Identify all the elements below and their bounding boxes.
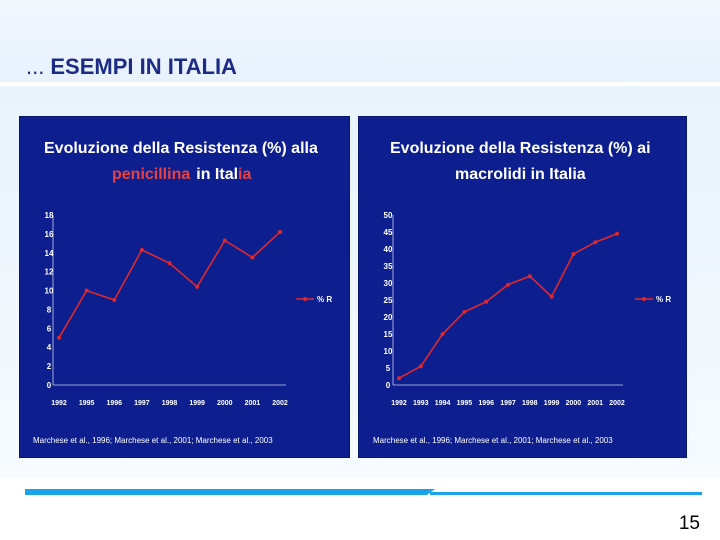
y-tick-label: 15 bbox=[384, 330, 393, 339]
chart-macrolides: Evoluzione della Resistenza (%) ai macro… bbox=[373, 140, 671, 445]
data-point bbox=[462, 309, 467, 314]
data-point bbox=[250, 255, 255, 260]
y-tick-label: 12 bbox=[45, 268, 54, 277]
y-tick-label: 4 bbox=[47, 343, 52, 352]
data-point bbox=[593, 240, 598, 245]
data-point bbox=[195, 284, 200, 289]
x-tick-label: 2001 bbox=[587, 400, 603, 407]
chart-title-line1: Evoluzione della Resistenza (%) alla bbox=[44, 140, 318, 157]
data-point bbox=[112, 298, 117, 302]
series-line-r bbox=[398, 232, 618, 379]
y-tick-label: 2 bbox=[47, 362, 52, 371]
x-tick-label: 2000 bbox=[217, 400, 233, 407]
footer-accent-line bbox=[430, 492, 702, 495]
data-point bbox=[440, 332, 445, 336]
y-tick-label: 25 bbox=[384, 296, 393, 305]
data-point bbox=[571, 252, 576, 257]
data-point bbox=[84, 288, 89, 293]
data-point bbox=[615, 231, 619, 236]
chart-penicillin: Evoluzione della Resistenza (%) alla pen… bbox=[33, 140, 332, 445]
legend-label: % R bbox=[317, 295, 332, 304]
legend-marker bbox=[642, 297, 646, 301]
x-tick-label: 1997 bbox=[134, 400, 150, 407]
chart-source: Marchese et al., 1996; Marchese et al., … bbox=[33, 436, 273, 445]
data-point bbox=[506, 282, 510, 287]
x-tick-label: 1996 bbox=[106, 400, 122, 407]
x-tick-label: 1998 bbox=[522, 400, 538, 407]
slide-title-prefix: ... bbox=[26, 54, 45, 79]
data-point bbox=[222, 238, 227, 243]
x-tick-label: 1995 bbox=[79, 400, 95, 407]
x-tick-label: 2002 bbox=[609, 400, 625, 407]
y-tick-label: 40 bbox=[384, 245, 393, 254]
x-tick-label: 1995 bbox=[457, 400, 473, 407]
x-tick-label: 1992 bbox=[51, 400, 67, 407]
series-line-r bbox=[58, 231, 281, 339]
y-tick-label: 8 bbox=[47, 305, 52, 314]
header-band bbox=[0, 0, 720, 84]
chart-title-line2-white: in Ital bbox=[196, 166, 238, 183]
y-tick-label: 45 bbox=[384, 228, 393, 237]
y-tick-label: 30 bbox=[384, 279, 393, 288]
x-tick-label: 1993 bbox=[413, 400, 429, 407]
y-tick-label: 0 bbox=[47, 381, 52, 390]
chart-source: Marchese et al., 1996; Marchese et al., … bbox=[373, 436, 613, 445]
data-point bbox=[484, 299, 489, 304]
x-tick-label: 2002 bbox=[272, 400, 288, 407]
y-tick-label: 5 bbox=[386, 364, 391, 373]
page-number: 15 bbox=[678, 513, 700, 534]
data-point bbox=[527, 274, 532, 279]
chart-title-line2-red: penicillina bbox=[112, 166, 190, 183]
y-tick-label: 6 bbox=[47, 324, 52, 333]
data-point bbox=[418, 364, 423, 369]
x-tick-label: 1999 bbox=[189, 400, 205, 407]
data-point bbox=[278, 230, 282, 234]
y-tick-label: 20 bbox=[384, 313, 393, 322]
x-tick-label: 2001 bbox=[245, 400, 261, 407]
y-tick-label: 14 bbox=[45, 249, 54, 258]
header-divider bbox=[0, 82, 720, 85]
x-tick-label: 1998 bbox=[162, 400, 178, 407]
y-tick-label: 0 bbox=[386, 381, 391, 390]
data-point bbox=[57, 335, 61, 340]
y-tick-label: 18 bbox=[45, 211, 54, 220]
x-tick-label: 1992 bbox=[391, 400, 407, 407]
data-point bbox=[167, 261, 172, 266]
legend-marker bbox=[303, 297, 307, 301]
chart-title-line2: macrolidi in Italia bbox=[455, 166, 586, 183]
chart-panel-penicillin: Evoluzione della Resistenza (%) alla pen… bbox=[19, 116, 350, 458]
slide-title-text: ESEMPI IN ITALIA bbox=[50, 54, 237, 79]
y-tick-label: 50 bbox=[384, 211, 393, 220]
y-tick-label: 16 bbox=[45, 230, 54, 239]
footer-accent-bar bbox=[25, 489, 435, 495]
slide-title: ... ESEMPI IN ITALIA bbox=[26, 54, 237, 80]
data-point bbox=[549, 294, 554, 299]
chart-title-line1: Evoluzione della Resistenza (%) ai bbox=[390, 140, 651, 157]
y-tick-label: 10 bbox=[384, 347, 393, 356]
x-tick-label: 1994 bbox=[435, 400, 451, 407]
chart-panel-macrolides: Evoluzione della Resistenza (%) ai macro… bbox=[358, 116, 687, 458]
data-point bbox=[139, 247, 144, 252]
x-tick-label: 1999 bbox=[544, 400, 560, 407]
x-tick-label: 1997 bbox=[500, 400, 516, 407]
chart-title-line2-tail: ia bbox=[238, 166, 251, 183]
data-point bbox=[397, 376, 401, 381]
x-tick-label: 1996 bbox=[478, 400, 494, 407]
legend-label: % R bbox=[656, 295, 671, 304]
y-tick-label: 35 bbox=[384, 262, 393, 271]
y-tick-label: 10 bbox=[45, 287, 54, 296]
x-tick-label: 2000 bbox=[566, 400, 582, 407]
